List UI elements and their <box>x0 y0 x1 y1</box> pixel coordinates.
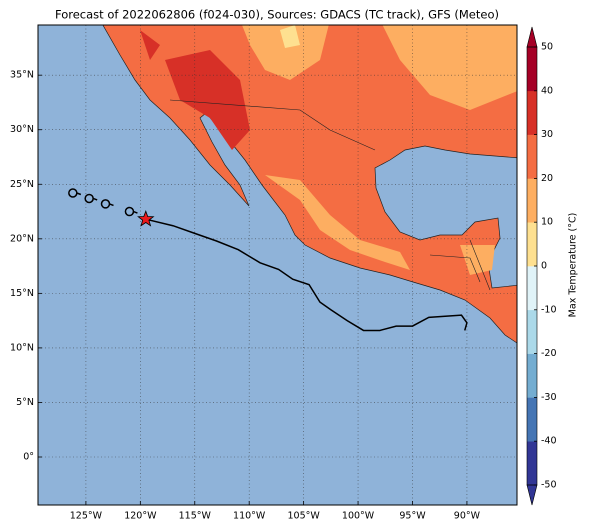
y-tick-label: 5°N <box>16 397 34 408</box>
x-tick-label: 120°W <box>124 511 157 522</box>
colorbar-band <box>527 90 537 135</box>
x-tick-label: 105°W <box>287 511 320 522</box>
past-position-tail <box>109 203 114 207</box>
warm-region <box>242 25 517 275</box>
colorbar-tick-label: 40 <box>541 85 553 96</box>
colorbar-band <box>527 222 537 267</box>
colorbar-tick-label: 10 <box>541 217 553 228</box>
land <box>102 25 517 344</box>
colorbar-extend-low <box>526 484 538 506</box>
y-tick-label: 35°N <box>10 70 34 81</box>
colorbar-band <box>527 134 537 179</box>
past-position-tail <box>133 210 138 214</box>
y-tick-label: 15°N <box>10 288 34 299</box>
x-tick-label: 125°W <box>70 511 103 522</box>
y-tick-label: 30°N <box>10 124 34 135</box>
plot-frame <box>37 24 518 506</box>
y-tick-label: 20°N <box>10 233 34 244</box>
colorbar-extend-high <box>526 26 538 48</box>
colorbar-band <box>527 178 537 223</box>
colorbar-tick-label: -20 <box>541 348 557 359</box>
colorbar-band <box>527 309 537 354</box>
x-tick-label: 95°W <box>399 511 426 522</box>
colorbar-tick-label: -40 <box>541 436 557 447</box>
past-position-tail <box>92 197 98 201</box>
mild-region <box>280 25 300 48</box>
x-tick-label: 90°W <box>454 511 481 522</box>
map-title: Forecast of 2022062806 (f024-030), Sourc… <box>55 8 499 22</box>
colorbar-tick-label: -50 <box>541 480 557 491</box>
hot-region <box>140 30 250 150</box>
y-tick-label: 25°N <box>10 179 34 190</box>
x-tick-label: 115°W <box>179 511 212 522</box>
colorbar-tick-label: -10 <box>541 304 557 315</box>
colorbar-band <box>527 441 537 486</box>
colorbar-tick-label: 0 <box>541 261 547 272</box>
colorbar-tick-label: 30 <box>541 129 553 140</box>
current-position <box>137 210 155 227</box>
colorbar-band <box>527 47 537 92</box>
colorbar-tick-label: -30 <box>541 392 557 403</box>
colorbar-band <box>527 397 537 442</box>
y-tick-label: 10°N <box>10 342 34 353</box>
colorbar-label: Max Temperature (°C) <box>568 213 579 318</box>
colorbar-tick-label: 20 <box>541 173 553 184</box>
colorbar-band <box>527 353 537 398</box>
border <box>169 99 491 291</box>
x-tick-label: 110°W <box>233 511 266 522</box>
colorbar-tick-label: 50 <box>541 42 553 53</box>
storm-track <box>145 218 468 332</box>
colorbar-band <box>527 266 537 311</box>
y-tick-label: 0° <box>23 452 34 463</box>
past-position-tail <box>76 192 82 196</box>
x-tick-label: 100°W <box>342 511 375 522</box>
